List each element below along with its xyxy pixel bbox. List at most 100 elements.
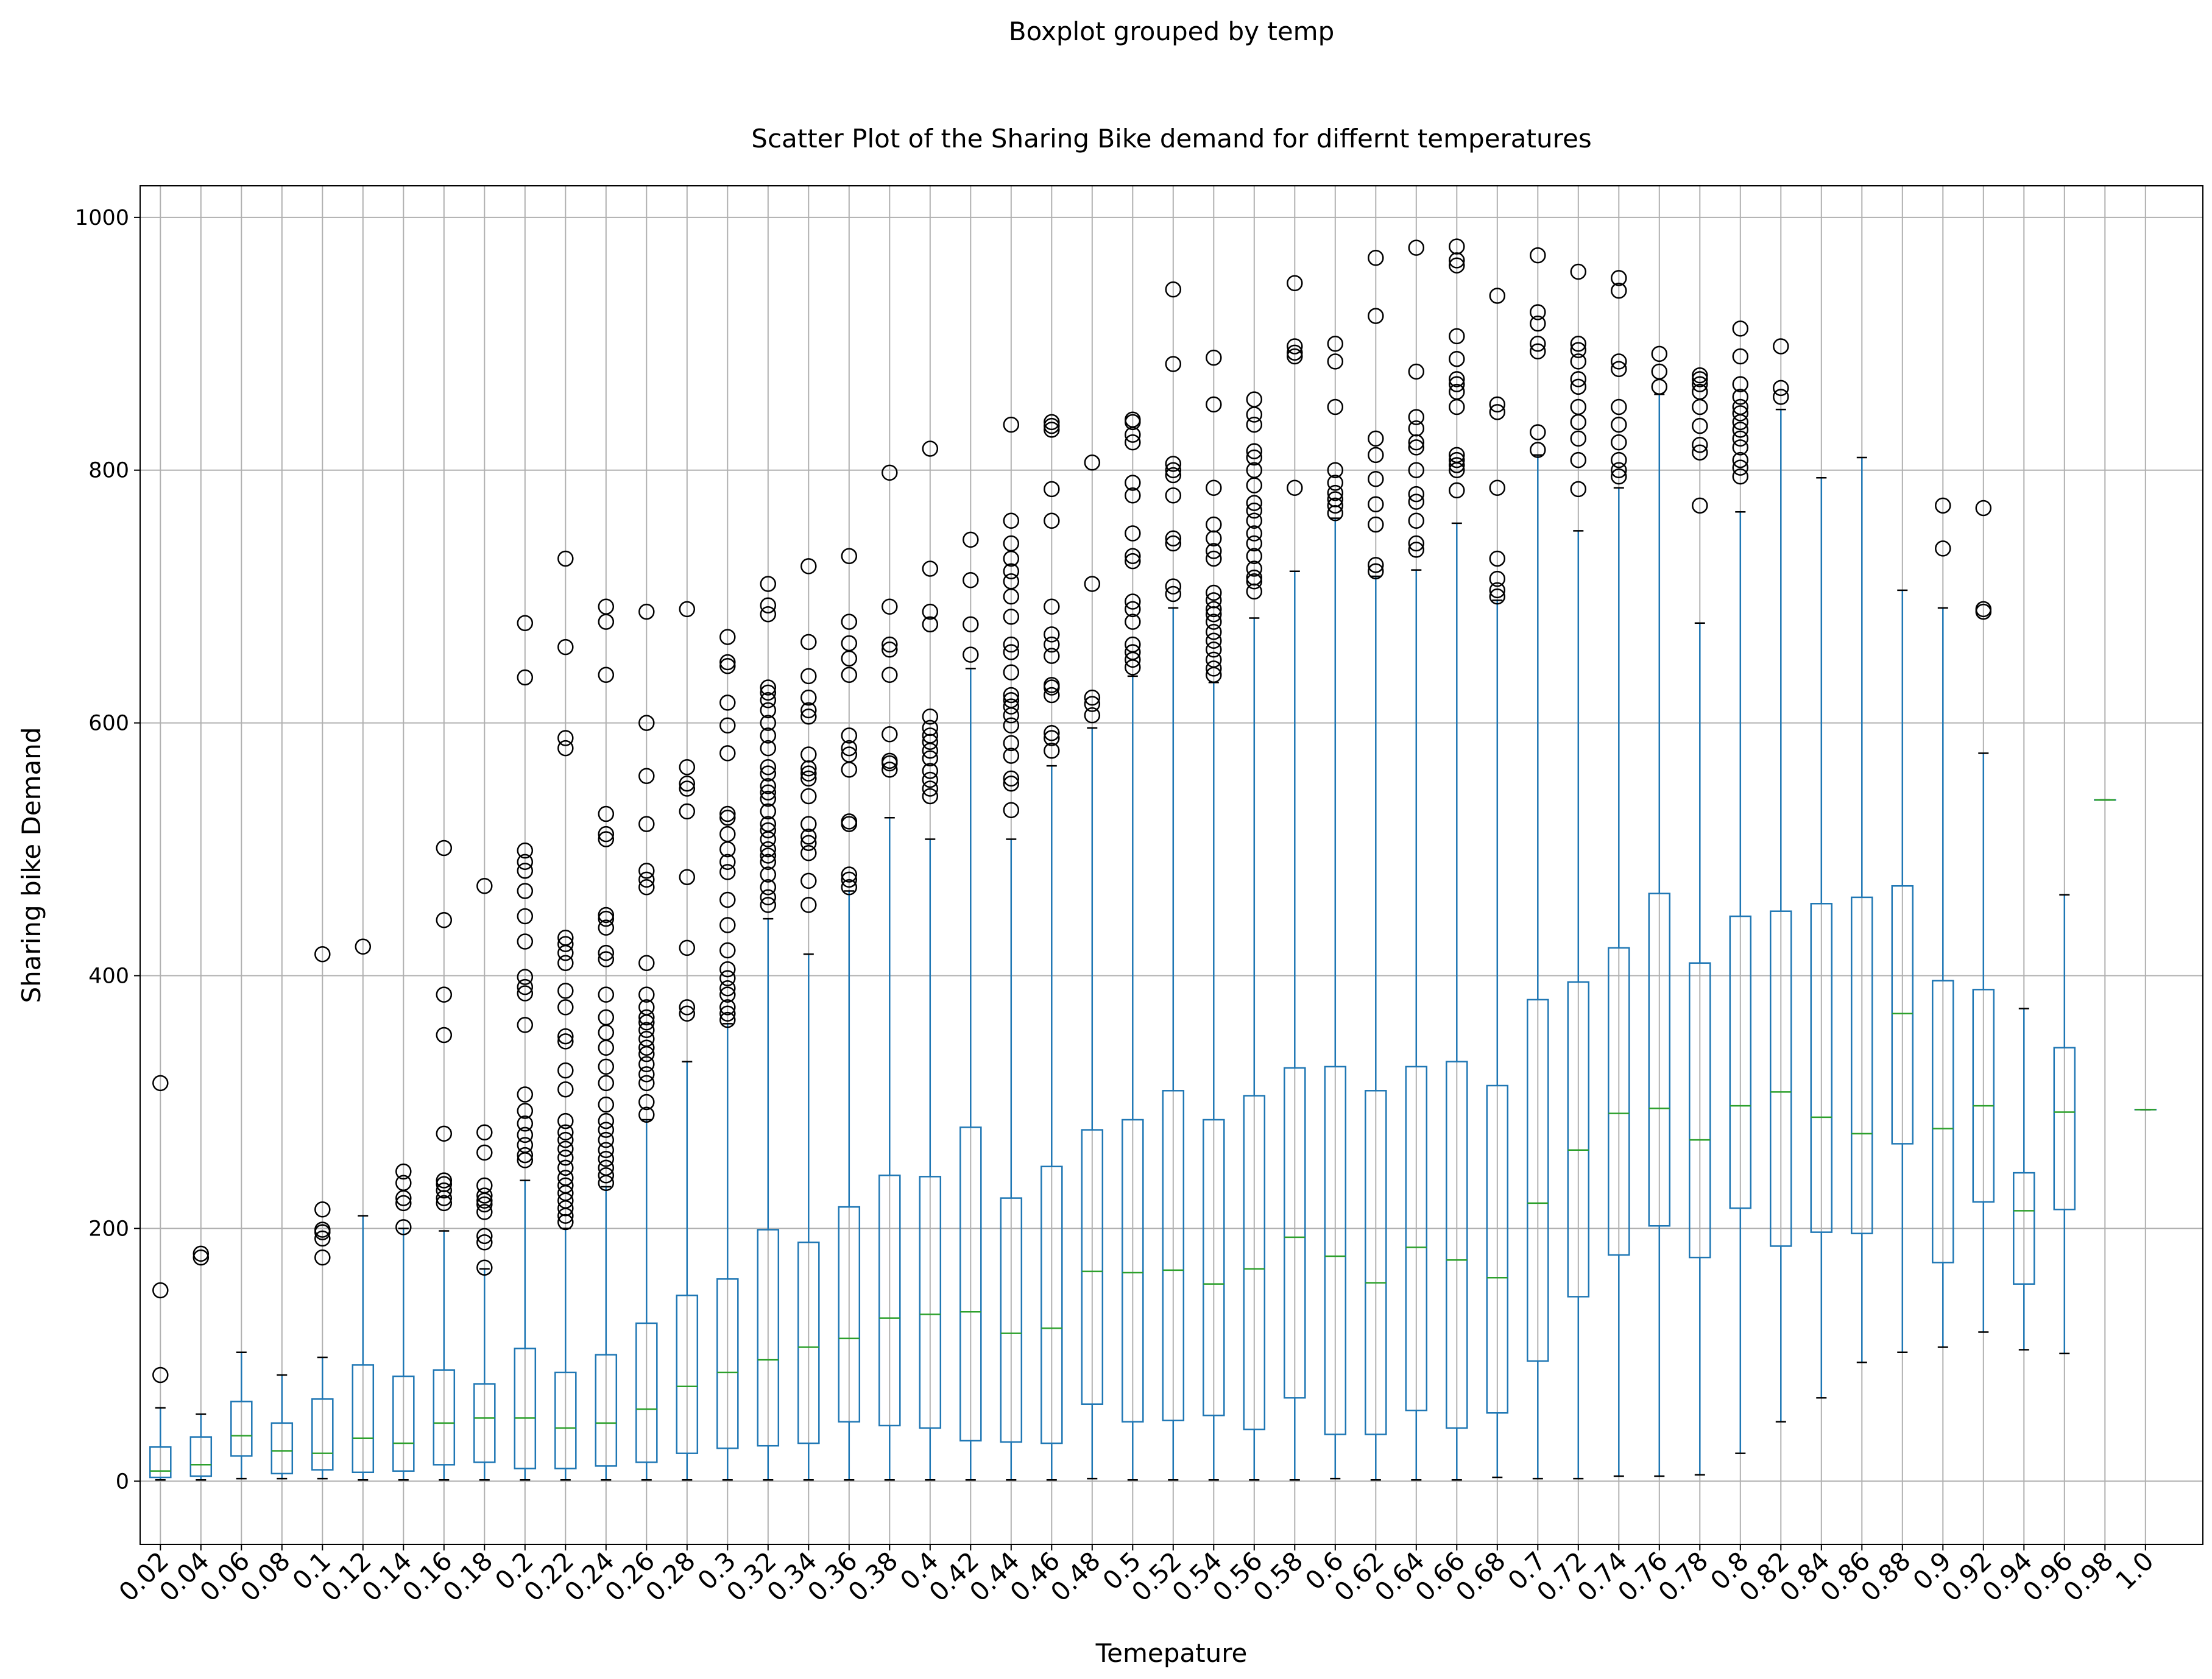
flier-point: [1206, 592, 1222, 609]
flier-point: [1044, 598, 1060, 615]
flier-point: [598, 910, 615, 927]
flier-point: [517, 985, 534, 1002]
flier-point: [841, 871, 858, 888]
flier-point: [1570, 451, 1587, 468]
flier-point: [1246, 391, 1263, 408]
flier-point: [1165, 356, 1182, 372]
y-tick-label: 600: [88, 712, 129, 736]
flier-point: [1692, 383, 1708, 400]
flier-point: [760, 758, 777, 776]
flier-point: [476, 1234, 493, 1251]
flier-point: [1732, 320, 1749, 337]
flier-point: [1489, 479, 1506, 497]
box-group: [595, 1186, 618, 1481]
flier-point: [1327, 484, 1344, 501]
flier-point: [1125, 644, 1141, 660]
flier-point: [1003, 687, 1020, 704]
flier-point: [598, 1131, 615, 1148]
flier-point: [1206, 632, 1222, 649]
flier-point: [1206, 642, 1222, 658]
flier-point: [638, 871, 655, 888]
flier-point: [719, 864, 736, 880]
box-group: [1041, 765, 1063, 1481]
flier-point: [1044, 481, 1060, 498]
flier-point: [638, 1039, 655, 1056]
flier-point: [1692, 437, 1708, 453]
flier-point: [314, 1230, 331, 1247]
flier-point: [314, 946, 331, 963]
flier-point: [436, 840, 453, 857]
flier-point: [1246, 548, 1263, 565]
box-group: [1324, 517, 1347, 1480]
flier-point: [679, 775, 696, 792]
flier-point: [760, 897, 777, 913]
flier-point: [760, 740, 777, 757]
flier-point: [1246, 495, 1263, 511]
flier-point: [638, 1066, 655, 1083]
flier-point: [760, 679, 777, 696]
flier-point: [1570, 378, 1587, 395]
flier-point: [1530, 424, 1546, 440]
flier-point: [1206, 550, 1222, 567]
box-group: [311, 1356, 334, 1480]
flier-point: [963, 616, 979, 633]
flier-point: [598, 919, 615, 936]
flier-point: [922, 763, 939, 779]
flier-point: [882, 636, 898, 653]
flier-point: [476, 1196, 493, 1213]
box-group: [1486, 599, 1509, 1479]
box-group: [270, 1374, 294, 1480]
flier-point: [436, 1027, 453, 1044]
flier-point: [1732, 348, 1749, 365]
flier-point: [760, 866, 777, 883]
flier-point: [1408, 512, 1425, 529]
box-group: [433, 1230, 456, 1481]
flier-point: [1246, 560, 1263, 577]
box-group: [1648, 394, 1671, 1477]
flier-point: [1732, 398, 1749, 415]
flier-point: [719, 891, 736, 908]
flier-point: [1206, 613, 1222, 630]
flier-point: [598, 1112, 615, 1129]
flier-point: [1327, 497, 1344, 514]
flier-point: [517, 1147, 534, 1164]
flier-point: [1044, 724, 1060, 741]
flier-point: [436, 986, 453, 1003]
flier-point: [719, 854, 736, 871]
flier-point: [1732, 389, 1749, 405]
box-group: [1122, 675, 1144, 1481]
flier-point: [557, 1149, 574, 1166]
y-tick-label: 1000: [75, 206, 129, 230]
flier-point: [1449, 350, 1465, 367]
flier-point: [1449, 238, 1465, 255]
flier-point: [922, 788, 939, 805]
flier-point: [760, 854, 777, 871]
flier-point: [557, 1131, 574, 1148]
flier-point: [1165, 535, 1182, 552]
flier-point: [760, 841, 777, 858]
flier-point: [517, 1103, 534, 1119]
flier-point: [1125, 525, 1141, 542]
flier-point: [1611, 361, 1627, 378]
flier-point: [1003, 717, 1020, 734]
flier-point: [679, 1005, 696, 1022]
flier-point: [963, 646, 979, 663]
flier-point: [1003, 416, 1020, 433]
flier-point: [1165, 530, 1182, 547]
flier-point: [1003, 636, 1020, 653]
flier-point: [1570, 481, 1587, 498]
box-group: [1446, 522, 1468, 1481]
flier-point: [1651, 345, 1668, 362]
box-group: [1081, 727, 1104, 1480]
flier-point: [598, 1142, 615, 1159]
flier-point: [679, 939, 696, 956]
flier-point: [1732, 430, 1749, 447]
flier-point: [598, 951, 615, 967]
flier-point: [517, 615, 534, 631]
flier-point: [436, 1172, 453, 1189]
flier-point: [1449, 328, 1465, 345]
flier-point: [476, 1259, 493, 1276]
flier-point: [1206, 624, 1222, 640]
flier-point: [719, 717, 736, 734]
